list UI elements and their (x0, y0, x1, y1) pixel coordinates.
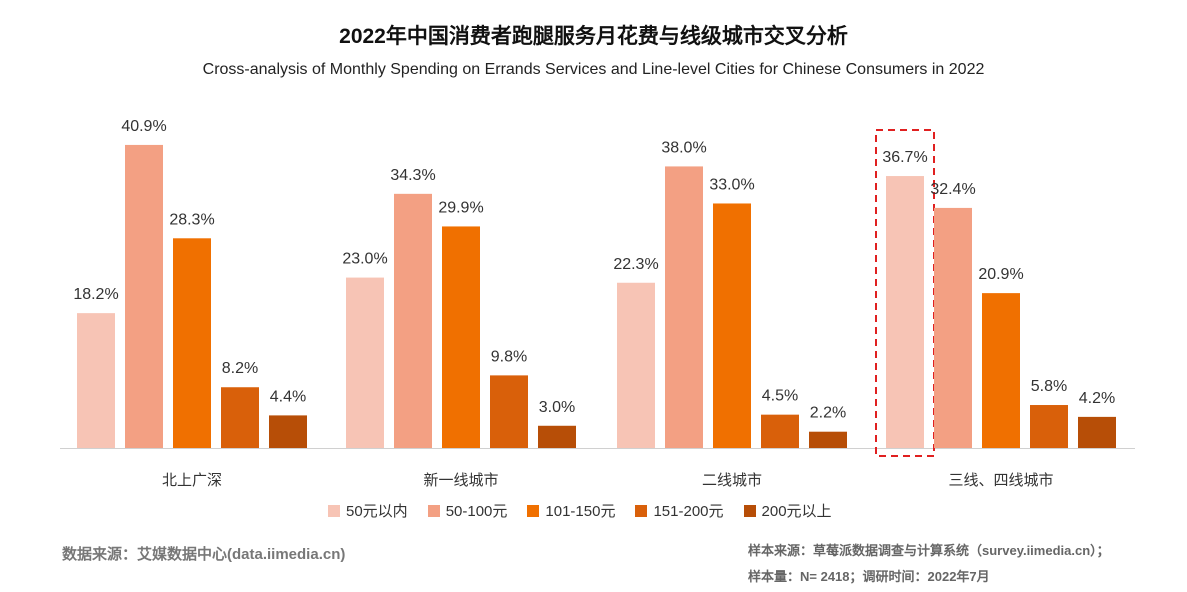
bar (173, 238, 211, 448)
bar (394, 193, 432, 448)
x-tick-label: 二线城市 (702, 472, 762, 489)
bar (269, 415, 307, 448)
sample-source-note: 样本来源：草莓派数据调查与计算系统（survey.iimedia.cn）； (748, 543, 1110, 558)
bar (982, 293, 1020, 448)
bar (442, 226, 480, 448)
bar (809, 431, 847, 448)
legend-swatch (328, 504, 340, 517)
data-label: 9.8% (491, 348, 527, 365)
bar (713, 203, 751, 448)
data-label: 40.9% (121, 118, 166, 135)
legend-label: 101-150元 (545, 503, 616, 520)
bar (221, 387, 259, 448)
legend-item: 50-100元 (427, 500, 508, 521)
chart-subtitle: Cross-analysis of Monthly Spending on Er… (202, 61, 985, 78)
bar (490, 375, 528, 448)
legend-item: 200元以上 (743, 500, 832, 521)
x-tick-label: 三线、四线城市 (948, 472, 1053, 489)
bar (886, 176, 924, 449)
bar (77, 313, 115, 448)
data-label: 18.2% (73, 286, 118, 303)
data-label: 4.4% (270, 388, 306, 405)
x-tick-label: 新一线城市 (423, 472, 498, 489)
bar (346, 277, 384, 448)
data-label: 28.3% (169, 211, 214, 228)
data-label: 2.2% (810, 405, 846, 422)
legend-label: 200元以上 (761, 503, 832, 520)
legend-item: 101-150元 (527, 500, 615, 521)
bar (761, 414, 799, 448)
data-source: 数据来源：艾媒数据中心(data.iimedia.cn) (62, 546, 346, 563)
legend-label: 50-100元 (445, 503, 508, 520)
legend-swatch (743, 504, 756, 517)
sample-size-note: 样本量：N= 2418；调研时间：2022年7月 (748, 569, 990, 584)
data-label: 8.2% (222, 360, 258, 377)
bar (538, 425, 576, 448)
data-label: 38.0% (661, 139, 706, 156)
legend-label: 50元以内 (346, 503, 408, 520)
bar (665, 166, 703, 449)
data-label: 3.0% (539, 399, 575, 416)
data-label: 34.3% (390, 167, 435, 184)
bar (617, 282, 655, 448)
legend-swatch (527, 504, 540, 517)
chart-title: 2022年中国消费者跑腿服务月花费与线级城市交叉分析 (339, 25, 848, 48)
data-label: 29.9% (438, 199, 483, 216)
bar (1030, 405, 1068, 448)
bar (934, 207, 972, 448)
legend-item: 50元以内 (328, 500, 408, 521)
data-label: 4.5% (762, 388, 798, 405)
x-tick-label: 北上广深 (162, 472, 222, 489)
legend-label: 151-200元 (653, 503, 724, 520)
data-label: 23.0% (342, 251, 387, 268)
data-label: 5.8% (1031, 378, 1067, 395)
data-label: 36.7% (882, 149, 927, 166)
data-label: 4.2% (1079, 390, 1115, 407)
legend-swatch (427, 504, 440, 517)
data-label: 33.0% (709, 176, 754, 193)
legend-swatch (635, 504, 648, 517)
legend: 50元以内 50-100元 101-150元 151-200元 200元以上 (328, 500, 832, 521)
bar (1078, 416, 1116, 448)
data-label: 20.9% (978, 266, 1023, 283)
data-label: 22.3% (613, 256, 658, 273)
data-label: 32.4% (930, 181, 975, 198)
bar (125, 144, 163, 448)
legend-item: 151-200元 (635, 500, 724, 521)
